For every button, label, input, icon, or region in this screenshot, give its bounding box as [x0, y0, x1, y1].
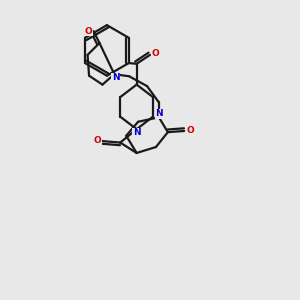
Text: N: N	[133, 128, 140, 137]
Text: N: N	[112, 73, 120, 82]
Text: O: O	[152, 49, 159, 58]
Text: O: O	[186, 127, 194, 136]
Text: N: N	[155, 109, 163, 118]
Text: O: O	[84, 27, 92, 36]
Text: O: O	[93, 136, 101, 145]
